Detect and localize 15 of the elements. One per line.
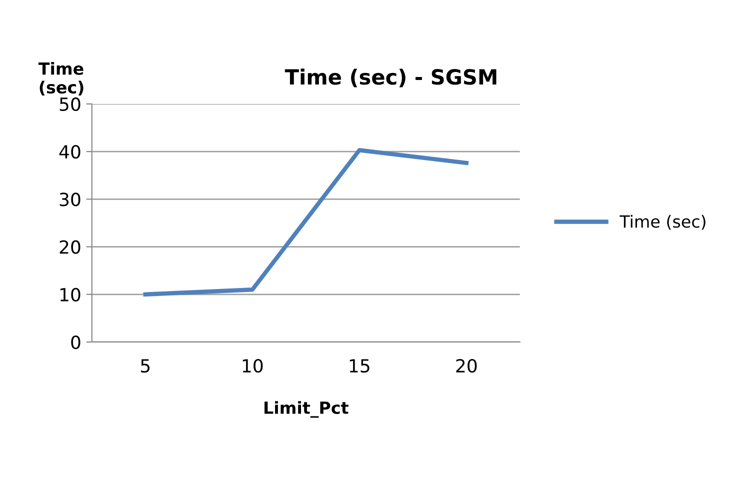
y-tick-label: 50: [60, 97, 80, 112]
chart-title: Time (sec) - SGSM: [284, 68, 496, 88]
y-tick-label: 10: [60, 288, 80, 302]
x-tick-label: 5: [141, 359, 150, 373]
x-tick-label: 15: [350, 359, 370, 373]
y-tick-label: 0: [71, 335, 80, 350]
legend-label: Time (sec): [620, 214, 706, 230]
line-series: [143, 148, 468, 296]
x-tick-label: 10: [242, 358, 263, 373]
y-tick-label: 30: [60, 192, 80, 206]
y-tick-label: 40: [59, 145, 80, 159]
x-tick-label: 20: [456, 358, 477, 373]
x-axis-title: Limit_Pct: [264, 401, 348, 418]
y-tick-label: 20: [60, 240, 80, 254]
y-axis-title: Time (sec): [38, 62, 84, 96]
